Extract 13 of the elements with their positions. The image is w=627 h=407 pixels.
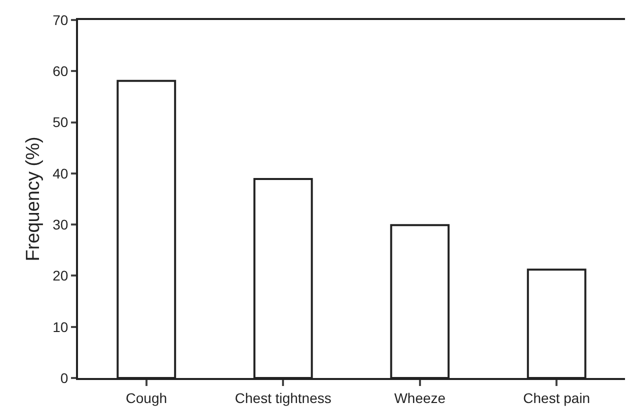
y-tick-label: 20: [52, 268, 68, 284]
y-tick-label: 50: [52, 114, 68, 130]
x-tick-label: Chest pain: [523, 390, 590, 406]
y-axis-title: Frequency (%): [22, 136, 44, 262]
x-tick-label: Chest tightness: [234, 390, 332, 406]
y-tick-label: 70: [52, 12, 68, 28]
y-tick-label: 10: [52, 318, 68, 335]
y-tick-label: 30: [52, 216, 68, 232]
y-tick-label: 0: [60, 370, 68, 386]
y-tick-label: 60: [52, 63, 68, 80]
y-tick-label: 40: [52, 165, 68, 182]
x-tick-label: Cough: [126, 390, 168, 406]
x-tick-label: Wheeze: [394, 390, 446, 406]
